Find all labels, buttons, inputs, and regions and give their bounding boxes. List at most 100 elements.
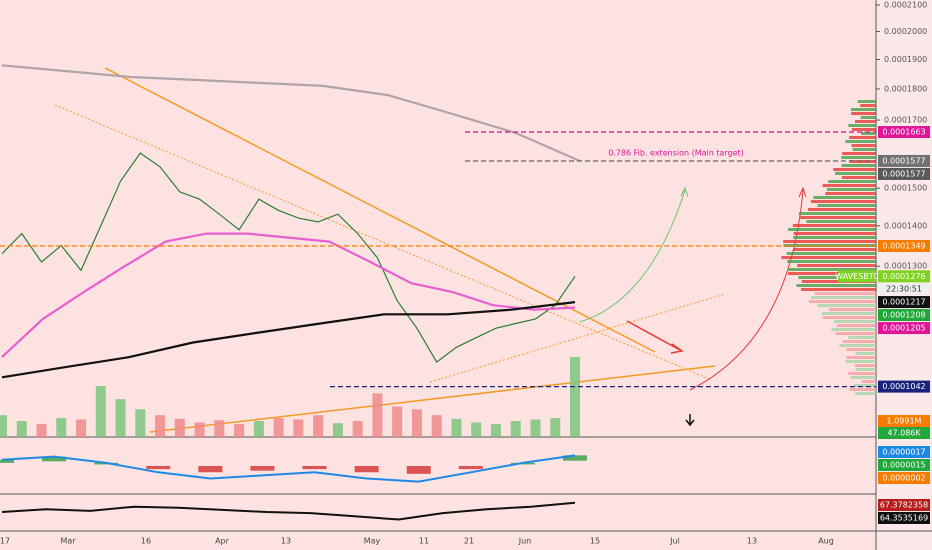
price-badge-label: 0.0001663 (882, 128, 925, 137)
price-badge (878, 154, 930, 167)
profile-bar (851, 144, 876, 147)
x-tick-label: Apr (215, 537, 230, 546)
x-tick-label: May (364, 537, 381, 546)
pane-badge-label: 64.3535169 (880, 514, 928, 523)
macd-hist (406, 466, 431, 474)
price-badge (878, 270, 930, 283)
profile-bar (855, 120, 876, 123)
volume-bar (332, 423, 343, 437)
volume-bar (352, 420, 363, 437)
price-badge-label: 0.0001577 (882, 156, 925, 165)
profile-bar (849, 388, 876, 391)
profile-bar (783, 240, 876, 243)
profile-bar (845, 140, 876, 143)
pane-badge-label: 47.086K (887, 429, 921, 438)
pane-badge (878, 415, 930, 427)
profile-bar (825, 192, 876, 195)
profile-bar (833, 168, 876, 171)
profile-bar (800, 216, 876, 219)
profile-bar (841, 156, 876, 159)
profile-bar (835, 172, 876, 175)
profile-bar (851, 112, 876, 115)
pane-badge (878, 459, 930, 471)
profile-bar (845, 360, 876, 363)
symbol-badge (838, 270, 876, 283)
y-tick-label: 0.0002100 (884, 1, 927, 10)
trend-line (104, 67, 656, 353)
macd-hist (198, 466, 223, 473)
x-tick-label: Jul (669, 537, 680, 546)
countdown: 22:30:51 (886, 284, 922, 293)
volume-bar (451, 418, 462, 437)
profile-bar (841, 164, 876, 167)
profile-bar (860, 104, 876, 107)
volume-bar (56, 418, 67, 437)
volume-bar (550, 418, 561, 437)
price-badge (878, 296, 930, 309)
volume-bar (431, 415, 442, 437)
volume-bar (273, 418, 284, 437)
x-tick-label: 17 (0, 537, 10, 546)
profile-bar (788, 268, 876, 271)
profile-bar (833, 320, 876, 323)
profile-bar (860, 116, 876, 119)
price-badge-label: 0.0001042 (882, 382, 925, 391)
rsi-line (1, 501, 576, 521)
volume-bar (76, 419, 87, 437)
profile-bar (781, 256, 876, 259)
profile-bar (848, 124, 876, 127)
profile-bar (854, 384, 876, 387)
volume-bar (570, 357, 580, 437)
price-badge (878, 309, 930, 322)
x-tick-label: 13 (281, 537, 291, 546)
price-line (1, 64, 581, 163)
profile-bar (855, 392, 876, 395)
arrow-head (798, 186, 807, 198)
pane-badge (878, 472, 930, 484)
volume-bar (174, 418, 185, 437)
price-badge-label: 0.0001205 (882, 324, 925, 333)
profile-bar (793, 248, 876, 251)
price-badge (878, 126, 930, 139)
projection-arrow (579, 189, 686, 323)
profile-bar (837, 324, 876, 327)
x-tick-label: Jun (518, 537, 532, 546)
price-badge-label: 0.0001276 (882, 272, 925, 281)
profile-bar (842, 340, 876, 343)
profile-bar (852, 148, 876, 151)
profile-bar (806, 220, 876, 223)
pane-badge-label: 1.0991M (887, 417, 922, 426)
volume-bar (95, 386, 106, 437)
volume-bar (293, 419, 304, 437)
profile-bar (783, 244, 876, 247)
profile-bar (855, 352, 876, 355)
profile-bar (817, 304, 876, 307)
profile-bar (797, 264, 876, 267)
y-tick-label: 0.0002000 (884, 27, 927, 36)
y-tick-label: 0.0001300 (884, 262, 927, 271)
volume-bar (490, 423, 501, 437)
profile-bar (828, 180, 876, 183)
price-line (1, 301, 576, 379)
profile-bar (788, 272, 876, 275)
x-tick-label: 21 (464, 537, 474, 546)
volume-bar (155, 415, 166, 437)
volume-bar (36, 423, 47, 437)
profile-bar (813, 196, 876, 199)
profile-bar (839, 344, 876, 347)
symbol-label: WAVESBTC (835, 272, 879, 281)
x-tick-label: 16 (141, 537, 151, 546)
marker-arrow (685, 414, 695, 427)
pane-badge (878, 427, 930, 439)
macd-hist (354, 466, 379, 473)
profile-bar (849, 160, 876, 163)
x-tick-label: 13 (747, 537, 757, 546)
price-badge-label: 0.0001577 (882, 169, 925, 178)
profile-bar (846, 348, 876, 351)
y-tick-label: 0.0001400 (884, 221, 927, 230)
profile-bar (796, 284, 876, 287)
arrow-head (680, 186, 689, 198)
macd-hist (563, 455, 587, 461)
